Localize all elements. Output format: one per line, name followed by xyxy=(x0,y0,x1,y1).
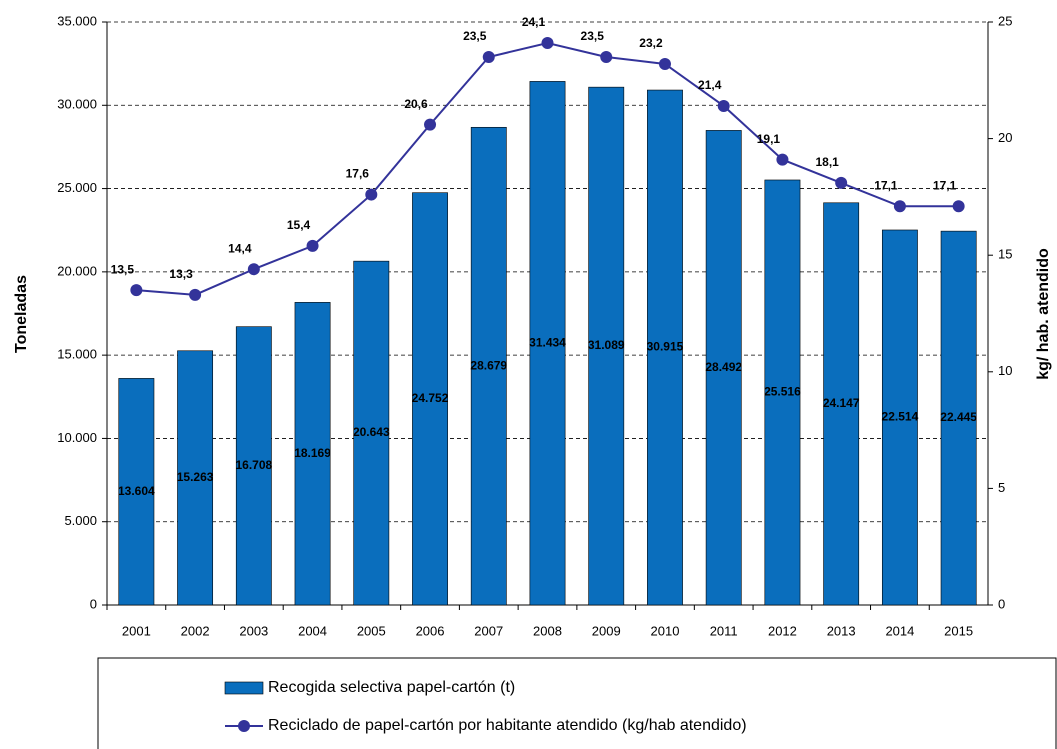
data-label: 22.514 xyxy=(882,410,919,424)
x-tick-label: 2007 xyxy=(474,623,503,638)
data-label: 17,1 xyxy=(933,178,957,192)
bar xyxy=(705,130,742,606)
data-label: 18.169 xyxy=(294,446,331,460)
bar xyxy=(412,192,448,606)
y-tick-label: 20.000 xyxy=(57,263,97,278)
x-tick-label: 2011 xyxy=(710,623,738,638)
y2-tick-label: 0 xyxy=(998,596,1005,611)
bar xyxy=(881,229,918,606)
y2-tick-label: 10 xyxy=(998,363,1012,378)
y2-tick-label: 15 xyxy=(998,247,1012,262)
marker xyxy=(893,200,906,213)
x-tick-label: 2015 xyxy=(944,623,973,638)
x-tick-label: 2010 xyxy=(651,623,680,638)
bar xyxy=(940,230,977,606)
data-label: 30.915 xyxy=(647,340,684,354)
bar xyxy=(764,179,801,606)
legend-swatch xyxy=(224,681,264,695)
data-label: 28.492 xyxy=(705,360,742,374)
x-tick-label: 2008 xyxy=(533,623,562,638)
data-label: 13.604 xyxy=(118,484,155,498)
x-tick-label: 2009 xyxy=(592,623,621,638)
data-label: 23,2 xyxy=(639,36,663,50)
bar xyxy=(823,202,860,606)
legend-label: Reciclado de papel-cartón por habitante … xyxy=(268,717,747,734)
data-label: 13,5 xyxy=(111,262,135,276)
legend-marker xyxy=(238,720,250,732)
x-tick-label: 2001 xyxy=(122,623,151,638)
data-label: 23,5 xyxy=(463,29,487,43)
marker xyxy=(130,284,143,297)
bar xyxy=(118,378,155,606)
y-tick-label: 35.000 xyxy=(57,13,97,28)
x-tick-label: 2003 xyxy=(239,623,268,638)
bar xyxy=(353,260,390,606)
bar xyxy=(529,81,566,606)
data-label: 18,1 xyxy=(815,155,839,169)
data-label: 25.516 xyxy=(764,385,801,399)
data-label: 28.679 xyxy=(470,358,507,372)
marker xyxy=(541,36,554,49)
bar xyxy=(647,89,683,606)
bar xyxy=(235,326,272,606)
marker xyxy=(247,263,260,276)
y-tick-label: 15.000 xyxy=(57,347,97,362)
data-label: 13,3 xyxy=(169,267,193,281)
marker xyxy=(365,188,378,201)
y-tick-label: 0 xyxy=(90,596,97,611)
y-tick-label: 25.000 xyxy=(57,180,97,195)
data-label: 17,1 xyxy=(874,178,898,192)
bar xyxy=(470,126,507,606)
y-axis-title: Toneladas xyxy=(13,275,30,353)
legend-label: Recogida selectiva papel-cartón (t) xyxy=(268,679,515,696)
marker xyxy=(482,50,495,63)
bar xyxy=(177,350,214,606)
y2-tick-label: 20 xyxy=(998,130,1012,145)
y-tick-label: 10.000 xyxy=(57,430,97,445)
bar xyxy=(294,302,331,606)
data-label: 24.752 xyxy=(412,391,449,405)
data-label: 15,4 xyxy=(287,218,311,232)
marker xyxy=(424,118,437,131)
marker xyxy=(306,239,319,252)
y-tick-label: 30.000 xyxy=(57,97,97,112)
data-label: 16.708 xyxy=(235,458,272,472)
marker xyxy=(776,153,789,166)
data-label: 31.434 xyxy=(529,335,566,349)
data-label: 14,4 xyxy=(228,241,252,255)
y2-axis-title: kg/ hab. atendido xyxy=(1035,248,1052,380)
data-label: 20,6 xyxy=(404,97,428,111)
marker xyxy=(717,99,730,112)
data-label: 21,4 xyxy=(698,78,722,92)
data-label: 23,5 xyxy=(581,29,605,43)
data-label: 24,1 xyxy=(522,15,546,29)
legend-box xyxy=(97,657,1057,749)
y-tick-label: 5.000 xyxy=(64,513,97,528)
data-label: 24.147 xyxy=(823,396,860,410)
data-label: 17,6 xyxy=(346,167,370,181)
x-tick-label: 2006 xyxy=(416,623,445,638)
x-tick-label: 2012 xyxy=(768,623,797,638)
marker xyxy=(952,200,965,213)
x-tick-label: 2013 xyxy=(827,623,856,638)
x-tick-label: 2014 xyxy=(885,623,914,638)
x-tick-label: 2002 xyxy=(181,623,210,638)
data-label: 31.089 xyxy=(588,338,625,352)
y2-tick-label: 5 xyxy=(998,480,1005,495)
data-label: 20.643 xyxy=(353,425,390,439)
marker xyxy=(189,288,202,301)
y2-tick-label: 25 xyxy=(998,13,1012,28)
x-tick-label: 2004 xyxy=(298,623,327,638)
marker xyxy=(600,50,613,63)
bar xyxy=(588,86,625,606)
marker xyxy=(835,176,848,189)
data-label: 19,1 xyxy=(757,132,781,146)
data-label: 15.263 xyxy=(177,470,214,484)
x-tick-label: 2005 xyxy=(357,623,386,638)
data-label: 22.445 xyxy=(940,410,977,424)
marker xyxy=(658,57,671,70)
